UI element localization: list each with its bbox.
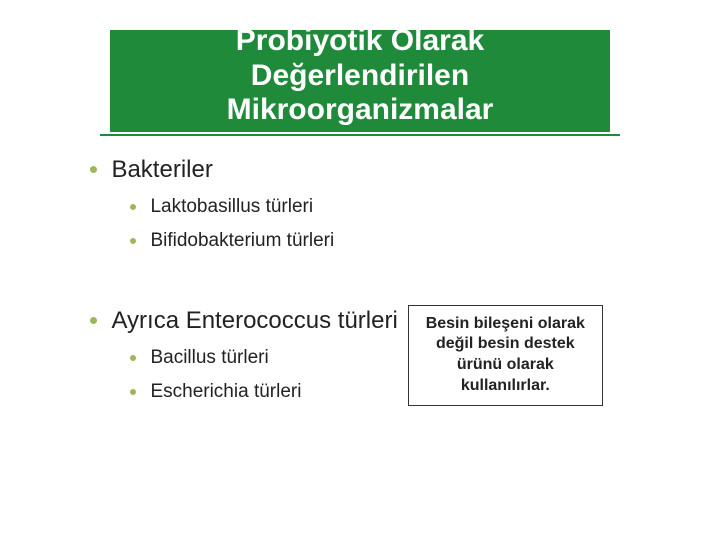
list-item-text: Laktobasillus türleri bbox=[150, 196, 313, 217]
section1-heading-text: Bakteriler bbox=[111, 156, 212, 183]
list-item-text: Escherichia türleri bbox=[150, 381, 301, 402]
title-underline bbox=[100, 134, 620, 136]
note-box: Besin bileşeni olarak değil besin destek… bbox=[408, 305, 603, 406]
bullet-icon bbox=[130, 204, 136, 210]
title-banner: Probiyotik Olarak Değerlendirilen Mikroo… bbox=[110, 30, 610, 132]
bullet-icon bbox=[90, 166, 97, 173]
bullet-icon bbox=[130, 355, 136, 361]
slide-title: Probiyotik Olarak Değerlendirilen Mikroo… bbox=[140, 30, 580, 128]
content-area: Bakteriler Laktobasillus türleri Bifidob… bbox=[50, 156, 670, 411]
bullet-icon bbox=[90, 317, 97, 324]
section2-group: Ayrıca Enterococcus türleri Bacillus tür… bbox=[90, 307, 670, 411]
list-item: Laktobasillus türleri bbox=[130, 196, 670, 218]
list-item: Escherichia türleri bbox=[130, 381, 398, 403]
list-item-text: Bifidobakterium türleri bbox=[150, 230, 334, 251]
note-text: Besin bileşeni olarak değil besin destek… bbox=[419, 314, 592, 397]
section1-heading: Bakteriler bbox=[90, 156, 670, 184]
bullet-icon bbox=[130, 238, 136, 244]
section2-heading: Ayrıca Enterococcus türleri bbox=[90, 307, 398, 335]
section2-list: Ayrıca Enterococcus türleri Bacillus tür… bbox=[90, 307, 398, 411]
bullet-icon bbox=[130, 389, 136, 395]
slide: Probiyotik Olarak Değerlendirilen Mikroo… bbox=[0, 0, 720, 540]
list-item: Bacillus türleri bbox=[130, 347, 398, 369]
list-item: Bifidobakterium türleri bbox=[130, 230, 670, 252]
list-item-text: Bacillus türleri bbox=[150, 347, 268, 368]
section2-heading-text: Ayrıca Enterococcus türleri bbox=[111, 307, 397, 334]
